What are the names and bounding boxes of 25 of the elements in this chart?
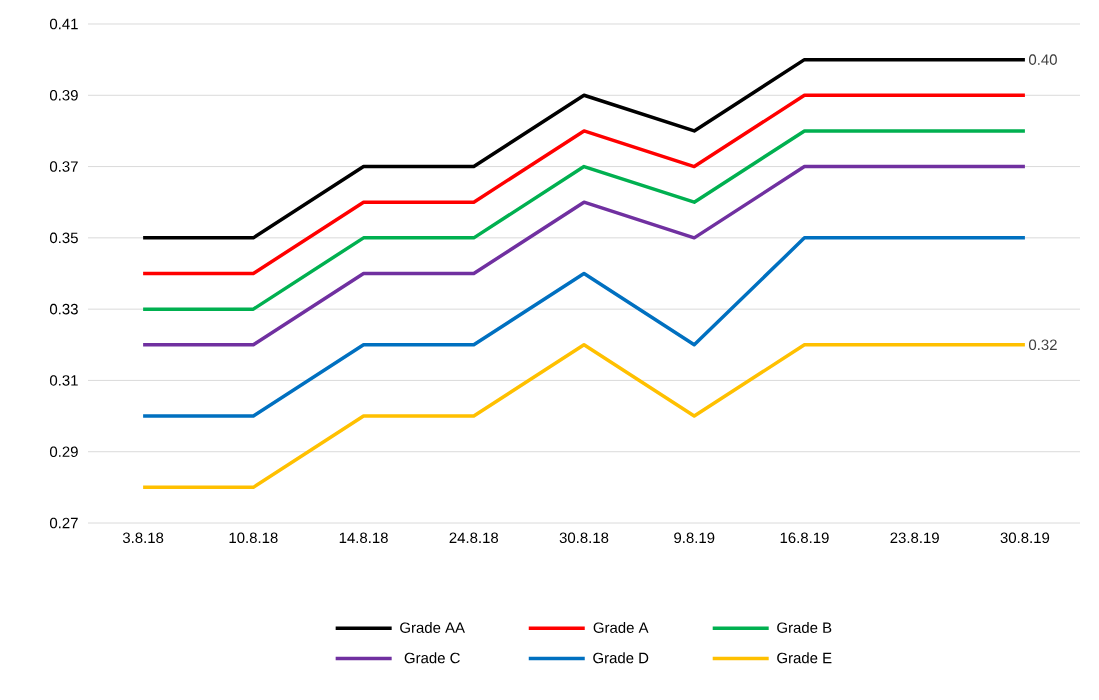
legend-label: Grade A — [593, 622, 649, 633]
legend-label: Grade AA — [400, 622, 465, 633]
data-label: 0.32 — [1029, 339, 1057, 351]
y-tick-label: 0.39 — [49, 89, 78, 101]
y-tick-label: 0.41 — [49, 18, 78, 30]
x-tick-label: 3.8.18 — [122, 532, 164, 544]
data-label: 0.40 — [1029, 54, 1057, 65]
x-tick-label: 24.8.18 — [449, 532, 499, 544]
y-tick-label: 0.27 — [49, 517, 78, 529]
legend-label: Grade E — [777, 652, 832, 664]
y-tick-label: 0.35 — [49, 232, 78, 244]
y-tick-label: 0.31 — [49, 375, 78, 386]
y-tick-label: 0.33 — [49, 303, 78, 315]
x-tick-label: 14.8.18 — [339, 532, 388, 544]
y-tick-label: 0.29 — [49, 446, 78, 457]
y-tick-label: 0.37 — [49, 161, 78, 172]
x-tick-label: 30.8.19 — [1000, 532, 1050, 544]
x-tick-label: 9.8.19 — [674, 532, 715, 544]
legend-label: Grade C — [404, 652, 460, 664]
legend-label: Grade B — [777, 622, 832, 633]
legend-label: Grade D — [593, 652, 649, 664]
x-tick-label: 23.8.19 — [890, 532, 939, 544]
x-tick-label: 10.8.18 — [229, 532, 278, 544]
x-tick-label: 16.8.19 — [780, 532, 829, 544]
x-tick-label: 30.8.18 — [559, 532, 609, 544]
